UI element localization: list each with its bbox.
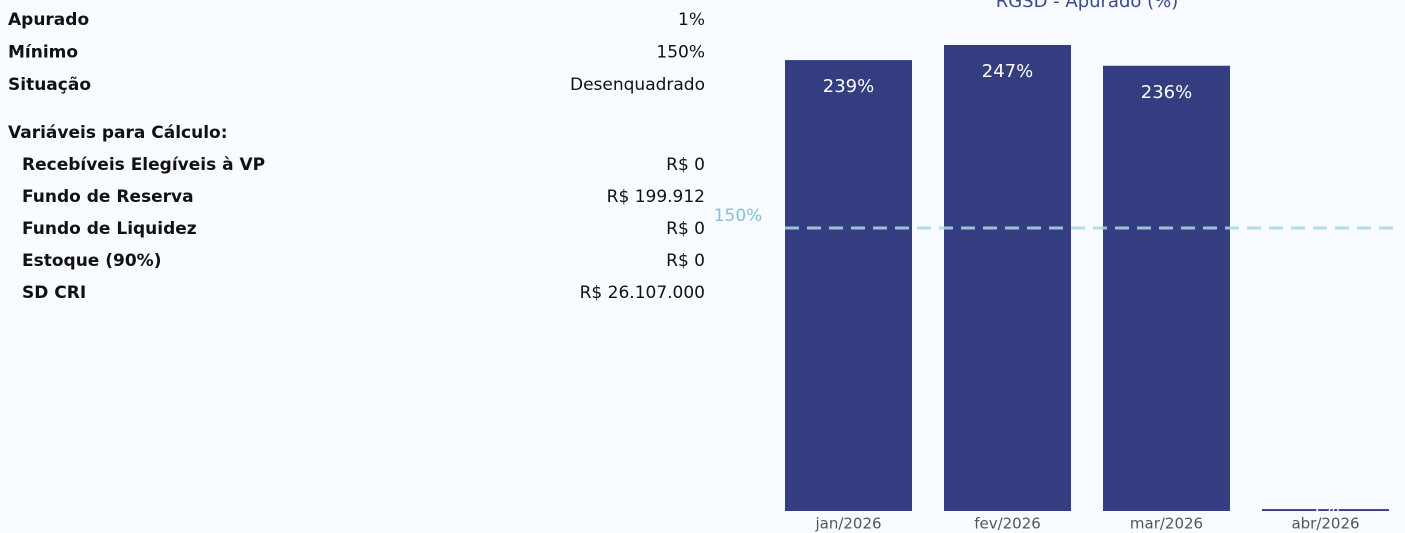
x-tick-label: abr/2026 xyxy=(1291,515,1359,533)
bar xyxy=(944,45,1071,511)
x-tick-label: mar/2026 xyxy=(1130,515,1203,533)
variable-value: R$ 0 xyxy=(666,251,705,271)
row-value: Desenquadrado xyxy=(570,75,705,95)
variable-value: R$ 0 xyxy=(666,155,705,175)
variable-label: SD CRI xyxy=(22,283,86,303)
row-label: Mínimo xyxy=(8,43,78,63)
bar xyxy=(785,60,912,512)
x-tick-label: fev/2026 xyxy=(974,515,1041,533)
row-label: Apurado xyxy=(8,10,89,30)
variable-value: R$ 26.107.000 xyxy=(580,283,705,303)
section-title: Variáveis para Cálculo: xyxy=(8,123,228,143)
value-label: 247% xyxy=(982,61,1033,82)
x-tick-label: jan/2026 xyxy=(814,515,881,533)
variable-label: Estoque (90%) xyxy=(22,251,162,271)
value-label: 239% xyxy=(823,76,874,97)
variable-label: Fundo de Liquidez xyxy=(22,219,197,239)
value-label: 236% xyxy=(1141,82,1192,103)
bar xyxy=(1103,65,1230,511)
row-value: 150% xyxy=(656,43,705,63)
row-value: 1% xyxy=(678,10,705,30)
bar xyxy=(1262,509,1389,511)
variable-label: Fundo de Reserva xyxy=(22,187,194,207)
reference-label: 150% xyxy=(714,206,763,226)
row-label: Situação xyxy=(8,75,91,95)
variable-label: Recebíveis Elegíveis à VP xyxy=(22,155,265,175)
value-label: 1% xyxy=(1311,498,1340,519)
variable-value: R$ 199.912 xyxy=(607,187,705,207)
variable-value: R$ 0 xyxy=(666,219,705,239)
chart-title: RGSD - Apurado (%) xyxy=(996,0,1179,12)
